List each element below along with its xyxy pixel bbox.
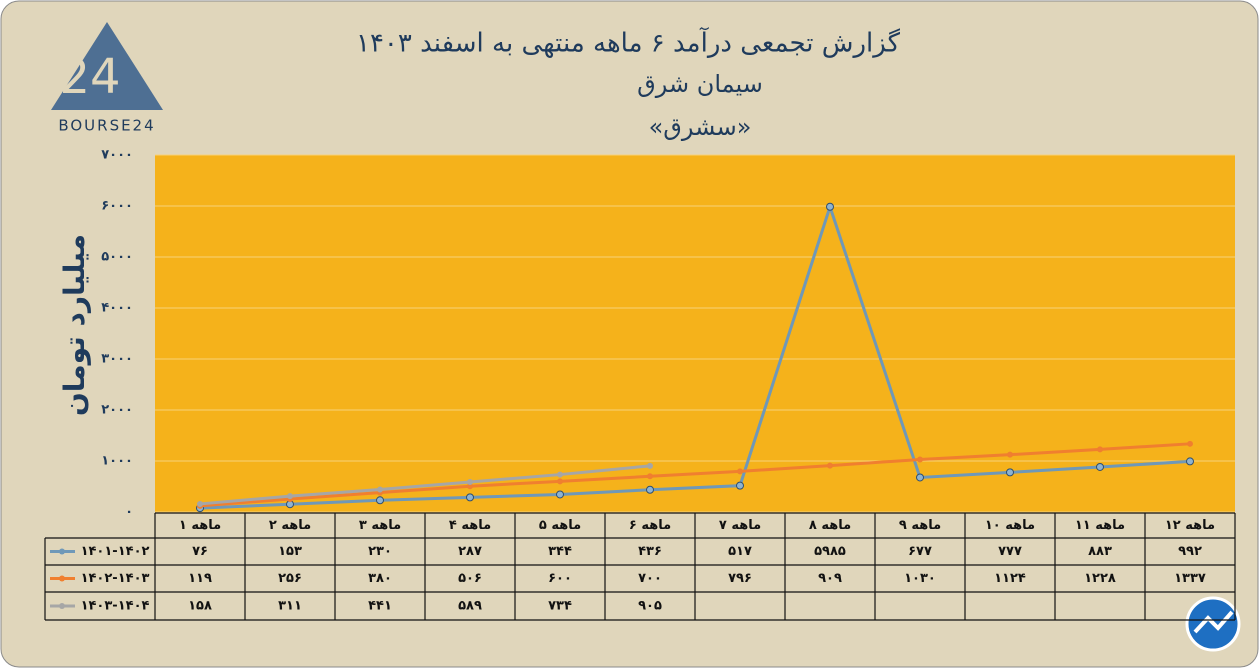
table-value: ۱۳۳۷ <box>1174 571 1206 586</box>
series-marker <box>736 481 744 490</box>
series-marker <box>467 478 473 485</box>
chart-subtitle: سیمان شرق <box>637 70 763 98</box>
legend-label: ۱۴۰۲-۱۴۰۳ <box>81 571 150 586</box>
y-tick-label: ۲۰۰۰ <box>101 403 133 418</box>
legend-swatch-marker <box>59 603 65 609</box>
table-value: ۷۰۰ <box>638 571 662 586</box>
series-marker <box>557 478 563 485</box>
table-value: ۴۳۶ <box>638 544 662 559</box>
series-marker <box>1006 468 1014 477</box>
legend-label: ۱۴۰۱-۱۴۰۲ <box>81 544 150 559</box>
series-line <box>199 464 651 506</box>
x-tick-label: ۷ ماهه <box>719 518 761 533</box>
series-line <box>199 442 1191 508</box>
table-value: ۶۰۰ <box>548 571 572 586</box>
series-marker <box>826 202 834 211</box>
x-tick-label: ۹ ماهه <box>899 518 941 533</box>
table-value: ۷۶ <box>192 544 208 559</box>
series-marker <box>916 473 924 482</box>
table-value: ۱۲۲۸ <box>1084 571 1116 586</box>
chart-symbol: «سشرق» <box>649 113 752 141</box>
series-marker <box>827 462 833 469</box>
table-value: ۶۷۷ <box>908 544 932 559</box>
series-marker <box>377 486 383 493</box>
logo-text: BOURSE24 <box>58 117 155 135</box>
plot-area <box>155 155 1235 512</box>
x-tick-label: ۶ ماهه <box>629 518 671 533</box>
series-marker <box>737 468 743 475</box>
table-value: ۹۰۵ <box>638 599 662 614</box>
legend-swatch-marker <box>59 575 65 582</box>
table-value: ۱۱۹ <box>188 571 212 586</box>
y-tick-label: ۳۰۰۰ <box>101 352 133 367</box>
y-tick-label: ۴۰۰۰ <box>101 301 133 316</box>
chart-title: گزارش تجمعی درآمد ۶ ماهه منتهی به اسفند … <box>356 27 901 59</box>
y-tick-label: ۱۰۰۰ <box>101 454 133 469</box>
x-tick-label: ۲ ماهه <box>269 518 311 533</box>
series-marker <box>647 473 653 480</box>
table-value: ۸۸۳ <box>1088 544 1112 559</box>
x-tick-label: ۱۰ ماهه <box>985 518 1035 533</box>
series-marker <box>646 485 654 494</box>
series-marker <box>1097 446 1103 453</box>
x-tick-label: ۱۲ ماهه <box>1165 518 1215 533</box>
series-marker <box>287 493 293 500</box>
x-tick-label: ۱ ماهه <box>179 518 221 533</box>
y-tick-label: ۷۰۰۰ <box>101 148 133 163</box>
table-value: ۷۷۷ <box>998 544 1022 559</box>
series-marker <box>556 490 564 499</box>
table-value: ۱۱۲۴ <box>994 571 1026 586</box>
table-value: ۹۰۹ <box>818 571 842 586</box>
y-tick-label: ۰ <box>125 505 133 520</box>
series-marker <box>647 462 653 469</box>
legend-swatch-marker <box>59 548 65 555</box>
y-axis-label: میلیارد تومان <box>58 234 91 416</box>
corner-icon <box>1185 596 1241 652</box>
table-value: ۷۳۴ <box>548 599 572 614</box>
x-tick-label: ۵ ماهه <box>539 518 581 533</box>
series-marker <box>1096 462 1104 471</box>
table-value: ۱۵۳ <box>278 544 302 559</box>
x-tick-label: ۱۱ ماهه <box>1075 518 1125 533</box>
series-marker <box>1187 440 1193 447</box>
table-value: ۲۸۷ <box>458 544 482 559</box>
table-value: ۹۹۲ <box>1178 544 1202 559</box>
x-tick-label: ۸ ماهه <box>809 518 851 533</box>
series-marker <box>376 496 384 505</box>
x-tick-label: ۳ ماهه <box>359 518 401 533</box>
series-marker <box>197 500 203 507</box>
table-value: ۲۵۶ <box>278 571 302 586</box>
series-line <box>199 201 1191 510</box>
x-tick-label: ۴ ماهه <box>449 518 491 533</box>
series-marker <box>917 456 923 463</box>
table-value: ۳۴۴ <box>548 544 572 559</box>
table-value: ۵۱۷ <box>728 544 752 559</box>
legend-label: ۱۴۰۳-۱۴۰۴ <box>81 599 150 614</box>
y-tick-label: ۵۰۰۰ <box>101 250 133 265</box>
y-tick-label: ۶۰۰۰ <box>101 199 133 214</box>
table-value: ۳۸۰ <box>368 571 392 586</box>
table-value: ۵۸۹ <box>458 599 482 614</box>
logo: 24 <box>51 22 163 110</box>
series-marker <box>557 471 563 478</box>
table-value: ۷۹۶ <box>728 571 752 586</box>
series-marker <box>466 493 474 502</box>
svg-text:24: 24 <box>59 49 120 105</box>
series-marker <box>1007 451 1013 458</box>
table-value: ۳۱۱ <box>278 599 302 614</box>
table-value: ۵۰۶ <box>458 571 482 586</box>
table-value: ۵۹۸۵ <box>814 544 846 559</box>
table-value: ۴۴۱ <box>368 599 392 614</box>
series-marker <box>1186 457 1194 466</box>
table-value: ۱۰۳۰ <box>904 571 936 586</box>
table-value: ۲۳۰ <box>368 544 392 559</box>
table-value: ۱۵۸ <box>188 599 212 614</box>
